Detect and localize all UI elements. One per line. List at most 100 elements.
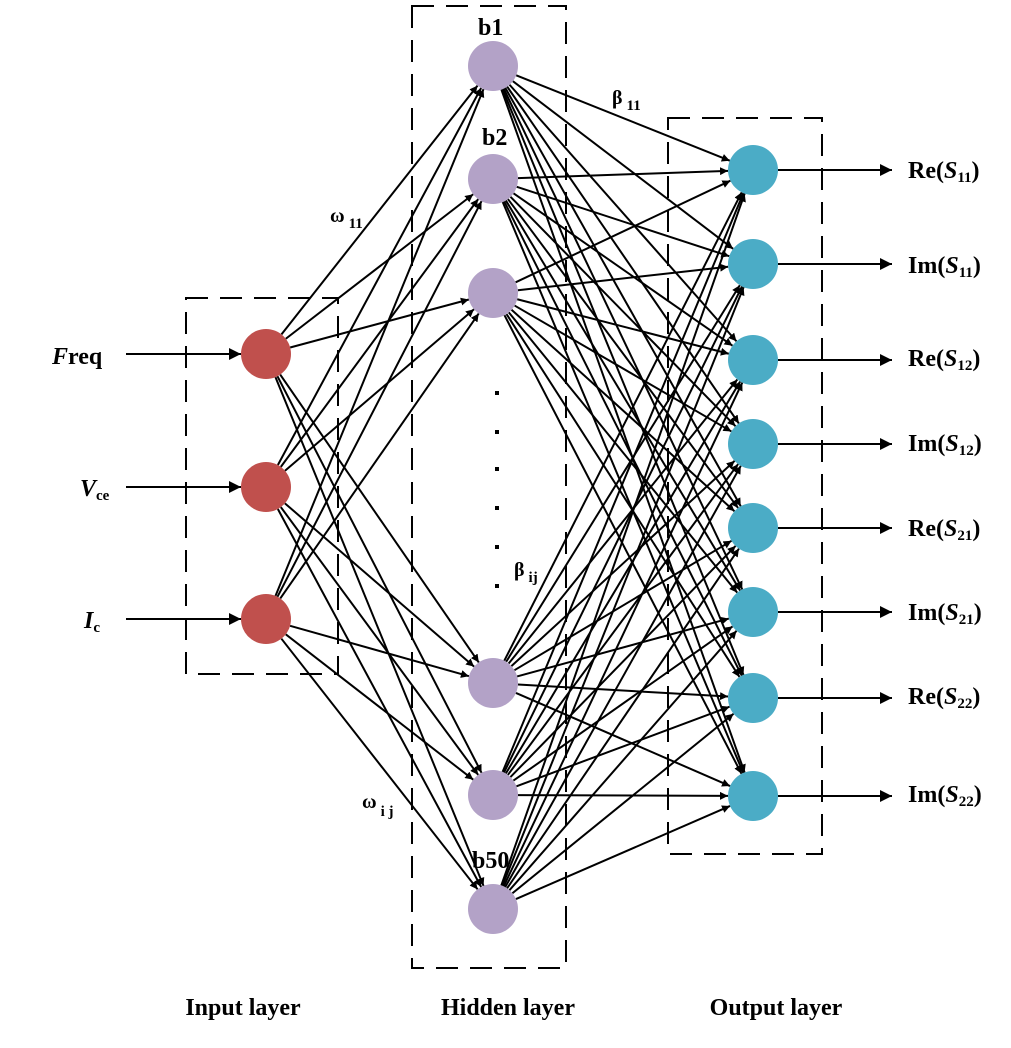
hidden-output-edge bbox=[517, 167, 729, 180]
hidden-label-b1: b1 bbox=[478, 15, 503, 41]
input-hidden-edge bbox=[280, 198, 479, 468]
hidden-output-edge bbox=[512, 192, 734, 347]
hidden-output-edge bbox=[515, 805, 731, 900]
weight-omega-11: ω 11 bbox=[330, 205, 363, 232]
hidden-output-edge bbox=[517, 263, 729, 292]
hidden-output-edge bbox=[505, 284, 741, 663]
input-hidden-edge bbox=[285, 193, 474, 340]
output-node bbox=[728, 503, 778, 553]
hidden-output-edge bbox=[516, 185, 730, 258]
output-label-im-s11: Im(S11) bbox=[908, 253, 981, 281]
input-hidden-edge bbox=[279, 374, 480, 663]
input-hidden-edge bbox=[279, 312, 480, 600]
input-hidden-edge bbox=[280, 85, 479, 335]
hidden-node bbox=[468, 268, 518, 318]
hidden-output-edge bbox=[515, 74, 731, 162]
input-hidden-edge bbox=[274, 376, 485, 887]
hidden-output-edge bbox=[503, 314, 743, 775]
output-label-re-s22: Re(S22) bbox=[908, 684, 980, 712]
input-node bbox=[241, 329, 291, 379]
input-hidden-edge bbox=[284, 308, 475, 472]
hidden-output-edge bbox=[517, 791, 729, 800]
hidden-output-edge bbox=[501, 201, 745, 774]
hidden-output-edge bbox=[505, 199, 741, 592]
hidden-node bbox=[468, 154, 518, 204]
caption-hidden-layer: Hidden layer bbox=[441, 995, 575, 1021]
output-node bbox=[728, 145, 778, 195]
input-hidden-edge bbox=[276, 375, 483, 774]
hidden-output-edge bbox=[511, 712, 735, 895]
output-label-re-s12: Re(S12) bbox=[908, 346, 980, 374]
hidden-output-edge bbox=[515, 179, 731, 284]
input-hidden-edge bbox=[285, 633, 474, 781]
input-hidden-edge bbox=[276, 200, 483, 598]
hidden-output-edge bbox=[516, 705, 730, 788]
hidden-output-edge bbox=[517, 683, 729, 701]
hidden-output-edge bbox=[504, 465, 742, 888]
hidden-node bbox=[468, 658, 518, 708]
hidden-output-edge bbox=[502, 88, 744, 590]
weight-beta-ij: β ij bbox=[514, 559, 538, 586]
hidden-output-edge bbox=[508, 630, 738, 891]
hidden-output-edge bbox=[508, 84, 738, 342]
hidden-layer-box bbox=[411, 5, 567, 969]
output-label-re-s21: Re(S21) bbox=[908, 516, 980, 544]
hidden-output-edge bbox=[501, 286, 745, 887]
hidden-output-edge bbox=[502, 382, 744, 887]
hidden-output-edge bbox=[516, 298, 730, 356]
hidden-output-edge bbox=[501, 88, 745, 676]
hidden-output-edge bbox=[503, 286, 743, 773]
input-hidden-edge bbox=[280, 506, 479, 776]
hidden-output-edge bbox=[504, 87, 742, 507]
hidden-output-edge bbox=[504, 380, 742, 775]
hidden-output-edge bbox=[500, 193, 746, 886]
hidden-output-edge bbox=[512, 625, 734, 782]
output-layer-box bbox=[667, 117, 823, 855]
hidden-output-edge bbox=[507, 463, 739, 776]
output-label-re-s11: Re(S11) bbox=[908, 158, 980, 186]
network-nodes bbox=[241, 41, 778, 934]
hidden-output-edge bbox=[507, 198, 739, 509]
input-label-freq: Freq bbox=[51, 344, 103, 370]
caption-input-layer: Input layer bbox=[185, 995, 301, 1021]
hidden-output-edge bbox=[512, 80, 734, 250]
connection-edges bbox=[126, 74, 892, 900]
input-label-vce: Vce bbox=[80, 476, 110, 504]
hidden-label-b50: b50 bbox=[472, 848, 509, 874]
hidden-ellipsis bbox=[495, 391, 499, 588]
hidden-output-edge bbox=[508, 311, 738, 594]
output-label-im-s21: Im(S21) bbox=[908, 600, 982, 628]
input-hidden-edge bbox=[280, 638, 479, 890]
input-hidden-edge bbox=[276, 508, 483, 888]
input-hidden-edge bbox=[276, 87, 483, 466]
input-hidden-edge bbox=[284, 502, 475, 668]
input-hidden-edge bbox=[289, 624, 470, 678]
input-node bbox=[241, 594, 291, 644]
input-label-ic: Ic bbox=[83, 608, 100, 636]
hidden-output-edge bbox=[500, 89, 746, 773]
hidden-output-edge bbox=[503, 200, 743, 677]
output-node bbox=[728, 419, 778, 469]
hidden-output-edge bbox=[515, 692, 731, 787]
hidden-output-edge bbox=[513, 539, 733, 672]
output-node bbox=[728, 771, 778, 821]
weight-beta-11: β 11 bbox=[612, 87, 641, 114]
output-label-im-s22: Im(S22) bbox=[908, 782, 982, 810]
hidden-output-edge bbox=[505, 313, 741, 678]
hidden-node bbox=[468, 41, 518, 91]
output-node bbox=[728, 239, 778, 289]
hidden-output-edge bbox=[507, 378, 739, 665]
hidden-label-b2: b2 bbox=[482, 125, 507, 151]
input-node bbox=[241, 462, 291, 512]
output-node bbox=[728, 587, 778, 637]
input-hidden-edge bbox=[289, 297, 470, 349]
hidden-node bbox=[468, 884, 518, 934]
hidden-output-edge bbox=[506, 548, 740, 889]
output-node bbox=[728, 673, 778, 723]
hidden-node bbox=[468, 770, 518, 820]
output-node bbox=[728, 335, 778, 385]
output-label-im-s12: Im(S12) bbox=[908, 431, 982, 459]
hidden-output-edge bbox=[509, 196, 737, 427]
